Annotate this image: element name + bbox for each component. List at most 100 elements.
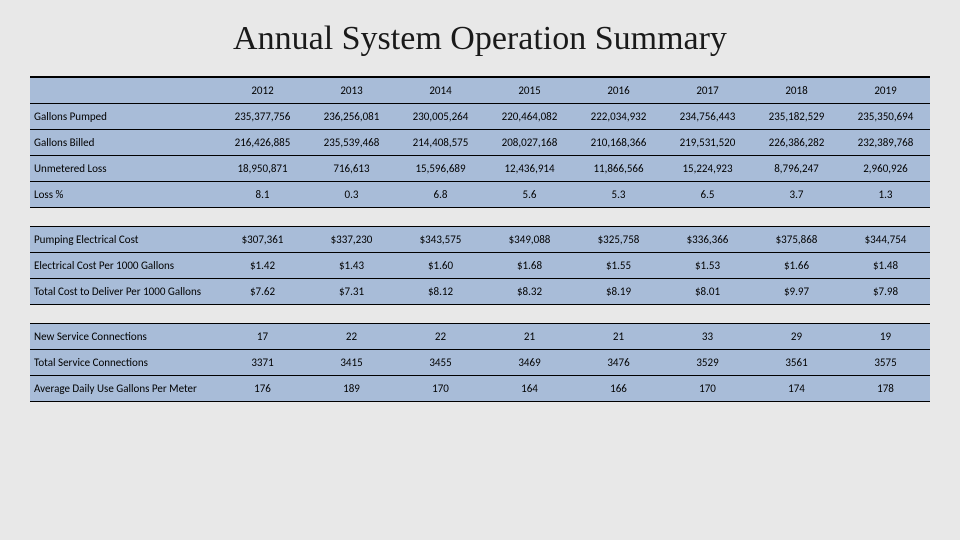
cell-value: 8.1 (218, 182, 307, 208)
cell-value: 18,950,871 (218, 156, 307, 182)
table-row: Electrical Cost Per 1000 Gallons$1.42$1.… (30, 253, 930, 279)
header-year: 2012 (218, 77, 307, 104)
row-label: Pumping Electrical Cost (30, 227, 218, 253)
cell-value: $8.19 (574, 279, 663, 305)
header-year: 2017 (663, 77, 752, 104)
table-row: Average Daily Use Gallons Per Meter17618… (30, 376, 930, 402)
cell-value: 5.6 (485, 182, 574, 208)
table-row: New Service Connections1722222121332919 (30, 324, 930, 350)
cell-value: $1.60 (396, 253, 485, 279)
cell-value: 5.3 (574, 182, 663, 208)
cell-value: 170 (663, 376, 752, 402)
cell-value: $1.55 (574, 253, 663, 279)
cell-value: 3469 (485, 350, 574, 376)
cell-value: 6.5 (663, 182, 752, 208)
cell-value: 232,389,768 (841, 130, 930, 156)
cell-value: 21 (574, 324, 663, 350)
cell-value: $8.01 (663, 279, 752, 305)
cell-value: $9.97 (752, 279, 841, 305)
cell-value: 3561 (752, 350, 841, 376)
page-title: Annual System Operation Summary (30, 20, 930, 58)
cell-value: 164 (485, 376, 574, 402)
cell-value: $1.53 (663, 253, 752, 279)
cell-value: 11,866,566 (574, 156, 663, 182)
cell-value: 17 (218, 324, 307, 350)
table-row: Loss %8.10.36.85.65.36.53.71.3 (30, 182, 930, 208)
cell-value: 226,386,282 (752, 130, 841, 156)
cell-value: 3575 (841, 350, 930, 376)
header-year: 2013 (307, 77, 396, 104)
header-year: 2014 (396, 77, 485, 104)
cell-value: 29 (752, 324, 841, 350)
cell-value: 6.8 (396, 182, 485, 208)
cell-value: $343,575 (396, 227, 485, 253)
cell-value: 216,426,885 (218, 130, 307, 156)
cell-value: 15,224,923 (663, 156, 752, 182)
header-year: 2019 (841, 77, 930, 104)
cell-value: 189 (307, 376, 396, 402)
cell-value: 3455 (396, 350, 485, 376)
table-header-row: 2012 2013 2014 2015 2016 2017 2018 2019 (30, 77, 930, 104)
cell-value: $325,758 (574, 227, 663, 253)
header-year: 2015 (485, 77, 574, 104)
cell-value: 210,168,366 (574, 130, 663, 156)
row-label: Unmetered Loss (30, 156, 218, 182)
cell-value: 3476 (574, 350, 663, 376)
cell-value: 235,182,529 (752, 104, 841, 130)
header-year: 2018 (752, 77, 841, 104)
row-label: Total Service Connections (30, 350, 218, 376)
cell-value: 178 (841, 376, 930, 402)
cell-value: 234,756,443 (663, 104, 752, 130)
cell-value: 3371 (218, 350, 307, 376)
cell-value: 208,027,168 (485, 130, 574, 156)
section-spacer (30, 305, 930, 324)
cell-value: $7.62 (218, 279, 307, 305)
cell-value: 214,408,575 (396, 130, 485, 156)
cell-value: 716,613 (307, 156, 396, 182)
cell-value: 176 (218, 376, 307, 402)
header-year: 2016 (574, 77, 663, 104)
cell-value: 12,436,914 (485, 156, 574, 182)
cell-value: 19 (841, 324, 930, 350)
summary-table: 2012 2013 2014 2015 2016 2017 2018 2019 … (30, 76, 930, 402)
row-label: Gallons Pumped (30, 104, 218, 130)
cell-value: 220,464,082 (485, 104, 574, 130)
cell-value: 33 (663, 324, 752, 350)
row-label: Average Daily Use Gallons Per Meter (30, 376, 218, 402)
cell-value: 170 (396, 376, 485, 402)
cell-value: 3.7 (752, 182, 841, 208)
row-label: Electrical Cost Per 1000 Gallons (30, 253, 218, 279)
cell-value: 174 (752, 376, 841, 402)
table-row: Gallons Pumped235,377,756236,256,081230,… (30, 104, 930, 130)
cell-value: $1.43 (307, 253, 396, 279)
table-row: Pumping Electrical Cost$307,361$337,230$… (30, 227, 930, 253)
cell-value: 15,596,689 (396, 156, 485, 182)
cell-value: $349,088 (485, 227, 574, 253)
row-label: Total Cost to Deliver Per 1000 Gallons (30, 279, 218, 305)
cell-value: $344,754 (841, 227, 930, 253)
cell-value: 3529 (663, 350, 752, 376)
cell-value: $375,868 (752, 227, 841, 253)
cell-value: $1.66 (752, 253, 841, 279)
row-label: New Service Connections (30, 324, 218, 350)
header-blank (30, 77, 218, 104)
cell-value: 8,796,247 (752, 156, 841, 182)
section-spacer (30, 208, 930, 227)
table-row: Gallons Billed216,426,885235,539,468214,… (30, 130, 930, 156)
cell-value: 3415 (307, 350, 396, 376)
row-label: Gallons Billed (30, 130, 218, 156)
cell-value: $1.42 (218, 253, 307, 279)
cell-value: 166 (574, 376, 663, 402)
table-row: Unmetered Loss18,950,871716,61315,596,68… (30, 156, 930, 182)
cell-value: $8.12 (396, 279, 485, 305)
cell-value: 222,034,932 (574, 104, 663, 130)
cell-value: $1.48 (841, 253, 930, 279)
cell-value: $336,366 (663, 227, 752, 253)
cell-value: 2,960,926 (841, 156, 930, 182)
cell-value: 230,005,264 (396, 104, 485, 130)
cell-value: $7.98 (841, 279, 930, 305)
cell-value: 236,256,081 (307, 104, 396, 130)
cell-value: $1.68 (485, 253, 574, 279)
cell-value: 219,531,520 (663, 130, 752, 156)
row-label: Loss % (30, 182, 218, 208)
